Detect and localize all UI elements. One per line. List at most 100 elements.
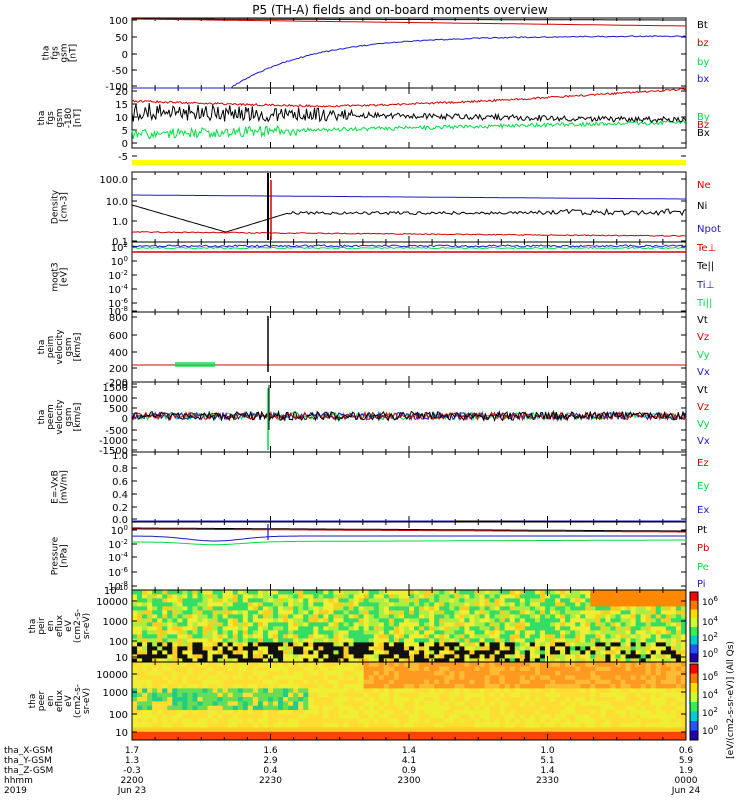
orbit-value: 1.3	[125, 756, 139, 766]
series-bt	[132, 18, 686, 21]
colorbar-tick: 102	[702, 706, 718, 719]
y-axis-label: [mV/m]	[60, 470, 70, 504]
y-axis-label: sr-eV)	[82, 688, 92, 714]
series-bz-180	[131, 87, 687, 108]
orbit-row-label: tha_Z-GSM	[4, 766, 53, 776]
legend-entry: bx	[697, 74, 709, 85]
series-pt	[132, 527, 686, 532]
y-tick-label: 20	[115, 87, 128, 98]
colorbar-tick: 104	[702, 615, 718, 628]
colorbar-tick: 100	[702, 724, 718, 737]
y-axis-label: -180	[64, 108, 74, 129]
series-ne	[131, 231, 687, 237]
y-tick-label: 10-2	[108, 269, 128, 282]
y-axis-label: en	[46, 695, 56, 706]
ion-colorbar	[689, 591, 699, 663]
y-tick-label: 0.1	[112, 237, 128, 248]
orbit-value: 1.0	[540, 746, 555, 756]
series-bz	[132, 18, 686, 27]
y-axis-label: gsm	[60, 43, 70, 62]
y-tick-label: 5	[122, 126, 128, 137]
y-tick-label: -100	[105, 82, 128, 93]
orbit-row-label: tha_Y-GSM	[4, 756, 52, 766]
quality-flag-bar	[132, 160, 686, 165]
panel-frame-8	[131, 521, 687, 591]
legend-entry: by	[697, 57, 709, 68]
panel-frame-1	[131, 17, 687, 89]
y-tick-label: 0.4	[112, 490, 128, 501]
y-axis-label: peir	[37, 617, 47, 635]
y-tick-label: 10-4	[108, 283, 128, 296]
legend-entry: Ey	[697, 481, 709, 492]
y-tick-label: 10-2	[108, 538, 128, 551]
y-axis-label: [km/s]	[73, 333, 83, 362]
legend-entry: Vz	[697, 332, 709, 343]
orbit-value: 0.9	[402, 766, 417, 776]
y-axis-label: en	[46, 620, 56, 631]
legend-entry: Vz	[697, 402, 709, 413]
colorbar-tick: 104	[702, 688, 718, 701]
y-axis-label: (cm2-s-	[73, 609, 83, 643]
series-pb	[132, 528, 686, 533]
series-pe	[132, 539, 686, 546]
legend-entry: Pe	[697, 562, 709, 573]
y-axis-label: [nT]	[73, 109, 83, 127]
colorbar-tick: 100	[702, 647, 718, 660]
orbit-value: 2230	[259, 776, 282, 786]
y-axis-label: tha	[37, 111, 47, 126]
y-tick-label: 200	[109, 364, 128, 375]
series-by	[131, 119, 687, 140]
orbit-row-label: 2019	[4, 786, 27, 796]
legend-entry: Pb	[697, 543, 709, 554]
legend-entry: Npot	[697, 224, 721, 235]
legend-entry: Vy	[697, 350, 710, 361]
y-tick-label: -50	[112, 66, 128, 77]
y-tick-label: 1.0	[112, 451, 128, 462]
y-tick-label: 100	[111, 524, 128, 537]
legend-entry: Ez	[697, 458, 709, 469]
y-tick-label: 100	[109, 16, 128, 27]
electron-colorbar	[689, 663, 699, 741]
y-axis-label: [nPa]	[60, 544, 70, 567]
y-axis-label: [eV]	[60, 268, 70, 287]
y-tick-label: 1500	[103, 383, 128, 394]
y-axis-label: Density	[51, 189, 61, 224]
y-tick-label: 0	[122, 139, 128, 150]
y-axis-label: tha	[28, 694, 38, 709]
y-tick-label: 10-6	[108, 566, 128, 579]
y-axis-label: tha	[37, 340, 47, 355]
y-axis-label: gsm	[64, 337, 74, 356]
plot-title: P5 (TH-A) fields and on-board moments ov…	[252, 3, 548, 17]
legend-entry: Pt	[697, 525, 707, 536]
orbit-value: 0.4	[263, 766, 278, 776]
legend-entry: By	[697, 112, 710, 123]
colorbar-tick: 106	[702, 595, 718, 608]
y-axis-label: peem	[46, 404, 56, 430]
legend-entry: Bz	[697, 120, 709, 131]
orbit-value: 1.9	[679, 766, 694, 776]
y-axis-label: tha	[37, 410, 47, 425]
y-tick-label: -500	[105, 426, 128, 437]
y-axis-label: [nT]	[69, 44, 79, 62]
y-tick-label: 50	[115, 33, 128, 44]
y-axis-label: tha	[28, 619, 38, 634]
orbit-value: 5.9	[679, 756, 694, 766]
legend-entry: Vx	[697, 436, 710, 447]
orbit-value: 1.4	[402, 746, 417, 756]
panel-frame-3	[131, 171, 687, 243]
y-axis-label: peim	[46, 336, 56, 359]
y-tick-label: 0	[122, 380, 128, 391]
y-axis-label: sr-eV)	[82, 613, 92, 639]
y-tick-label: -1500	[99, 446, 128, 457]
y-tick-label: 0.2	[112, 503, 128, 514]
y-tick-label: 1.0	[112, 217, 128, 228]
legend-entry: Bt	[697, 20, 708, 31]
y-axis-label: gsm	[55, 108, 65, 127]
y-axis-label: fgs	[51, 46, 61, 60]
series-pi	[132, 535, 686, 542]
orbit-value: 0000	[675, 776, 698, 786]
legend-entry: Ne	[697, 180, 711, 191]
legend-entry: bz	[697, 38, 709, 49]
legend-entry: Pi	[697, 579, 706, 590]
